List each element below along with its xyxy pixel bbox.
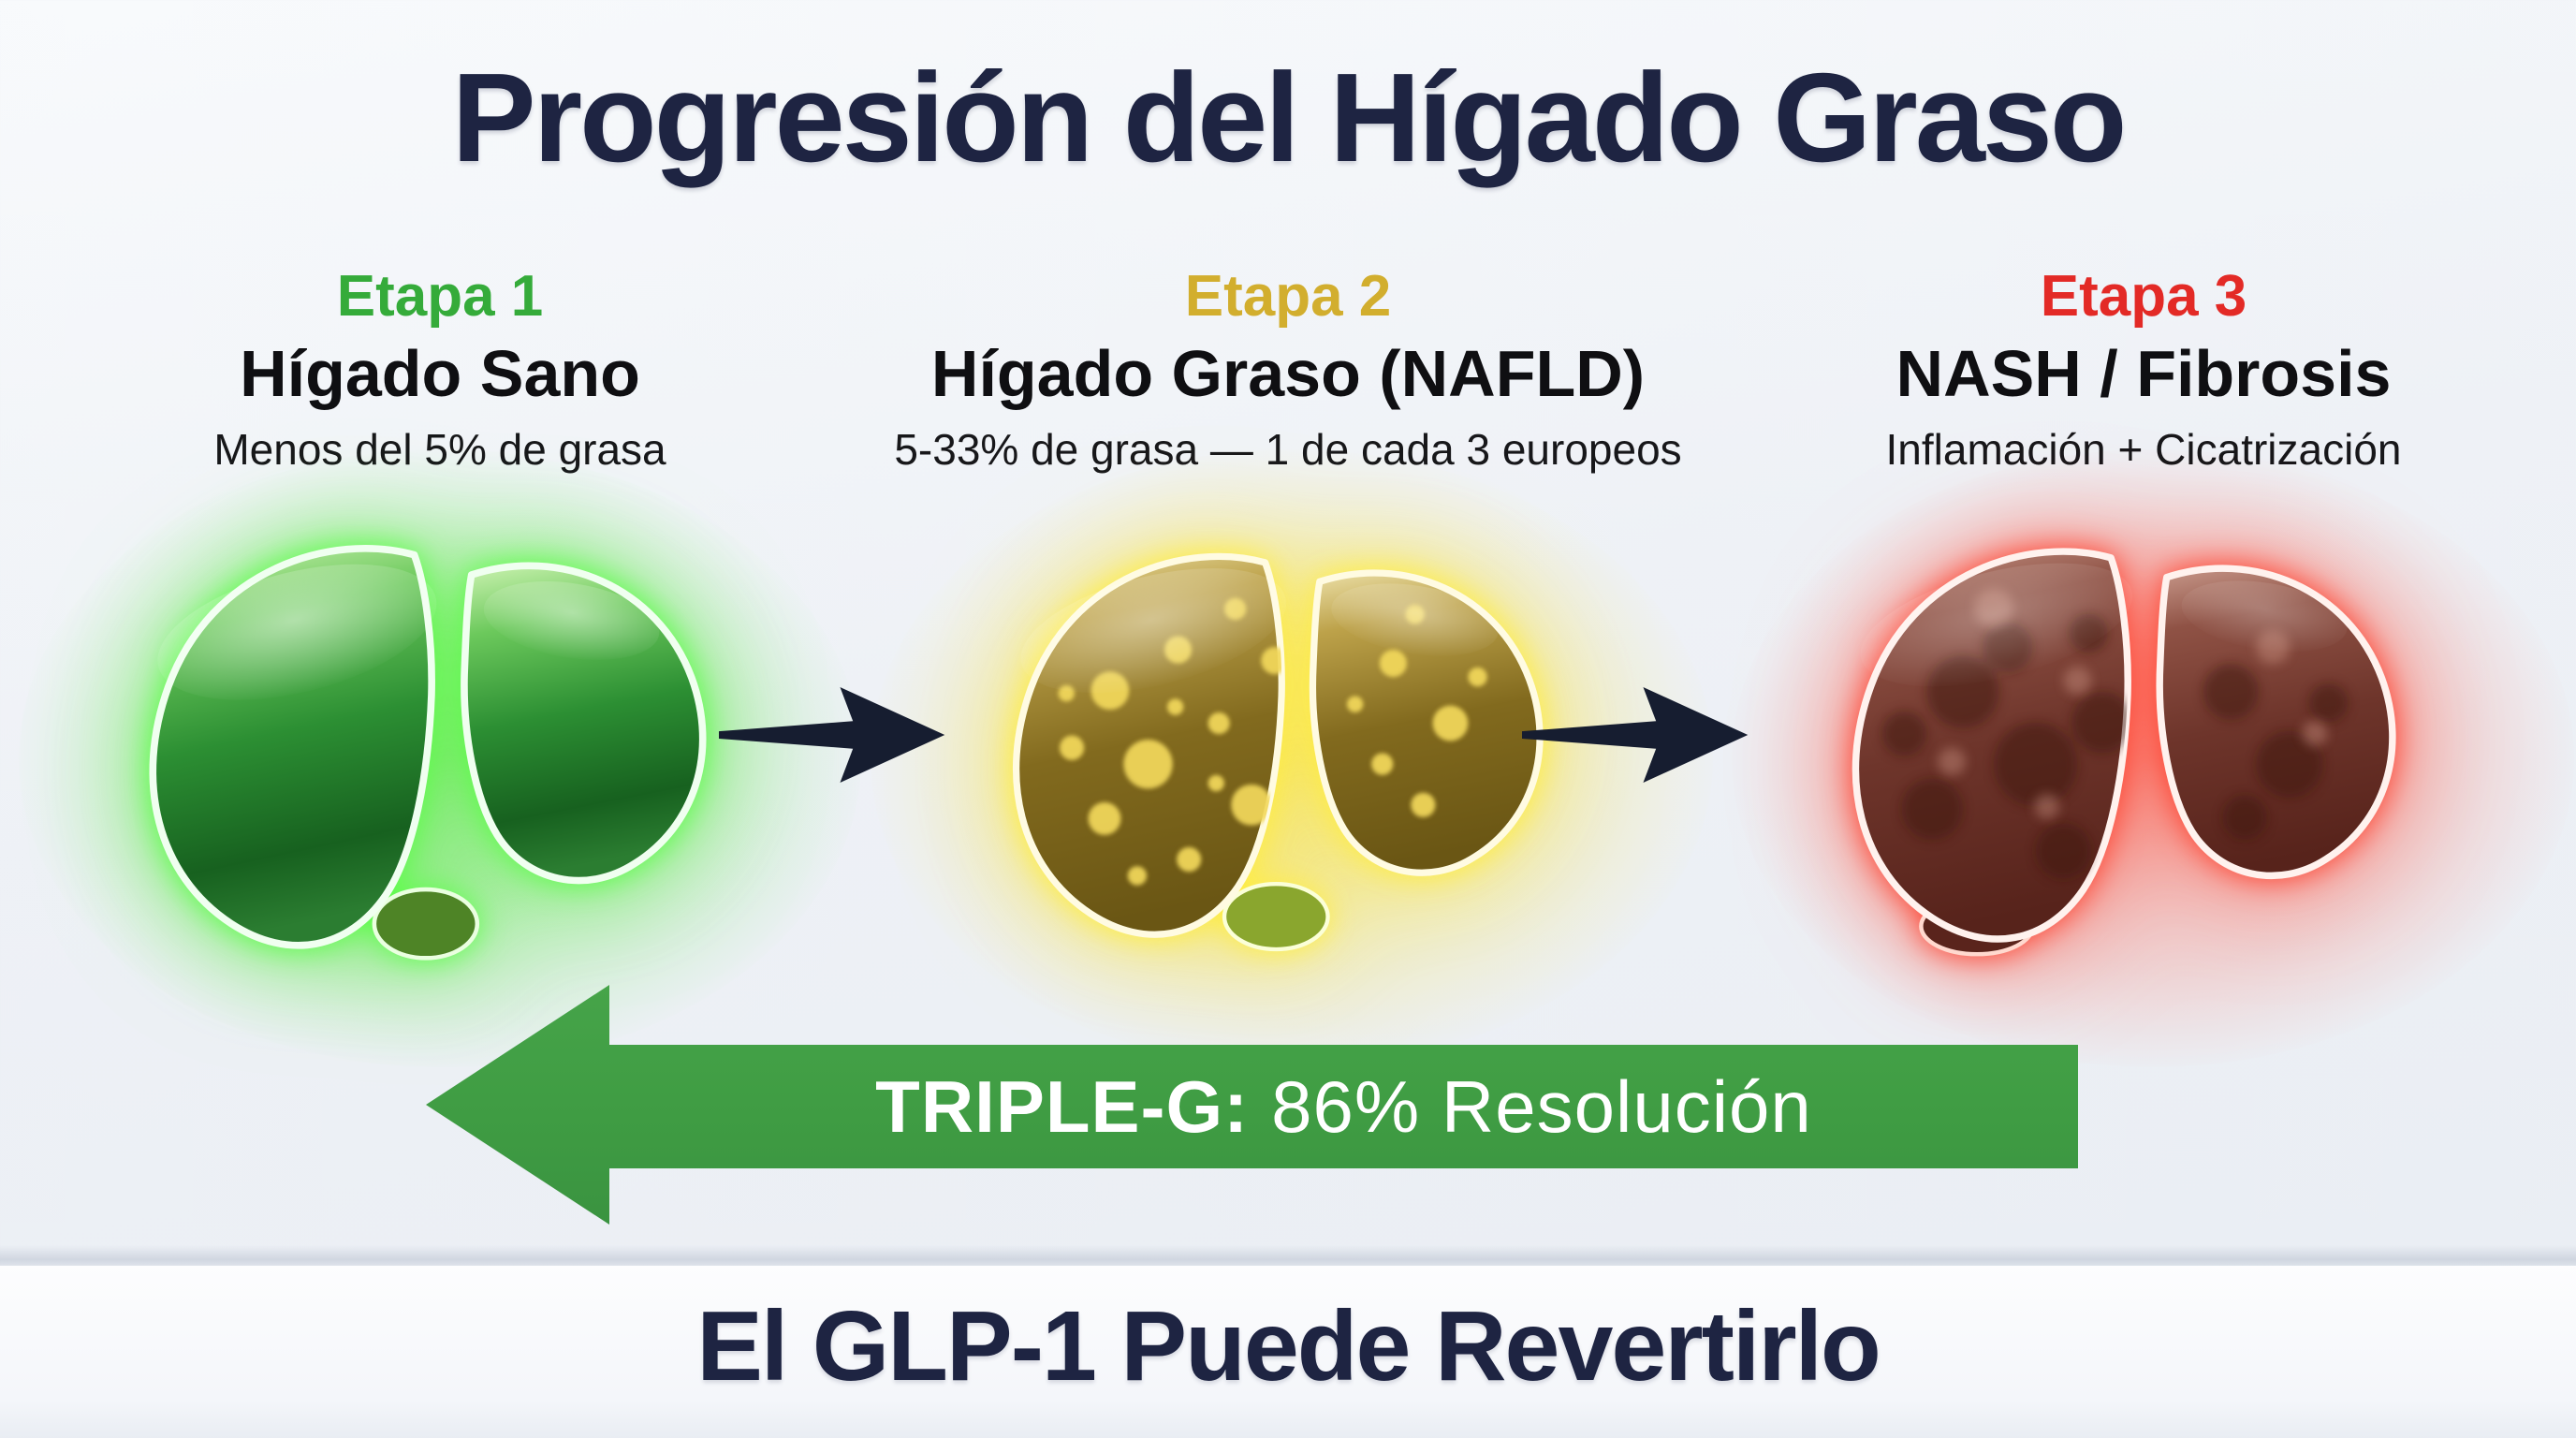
reversal-left-arrow-banner: TRIPLE-G: 86% Resolución xyxy=(426,985,2078,1225)
stage-3-name: NASH / Fibrosis xyxy=(1895,337,2392,411)
gallbladder-bump xyxy=(1222,882,1330,952)
gloss-highlight-small xyxy=(483,580,660,660)
gloss-highlight xyxy=(157,564,437,700)
stage-2-labels: Etapa 2 Hígado Graso (NAFLD) 5-33% de gr… xyxy=(839,266,1737,473)
stage-3-detail: Inflamación + Cicatrización xyxy=(1885,424,2402,474)
stage-1-labels: Etapa 1 Hígado Sano Menos del 5% de gras… xyxy=(0,266,889,473)
stage-1-detail: Menos del 5% de grasa xyxy=(213,424,666,474)
stage-2-detail: 5-33% de grasa — 1 de cada 3 europeos xyxy=(894,424,1682,474)
stage-3-labels: Etapa 3 NASH / Fibrosis Inflamación + Ci… xyxy=(1694,266,2576,473)
gloss-highlight-small xyxy=(1331,583,1499,656)
footer-band xyxy=(0,1266,2576,1438)
stage-2-name: Hígado Graso (NAFLD) xyxy=(930,337,1646,411)
stage-1-etapa-label: Etapa 1 xyxy=(336,264,544,329)
right-arrow-icon xyxy=(719,687,945,784)
banner-drug-label: TRIPLE-G: xyxy=(875,1064,1250,1148)
right-arrow-icon xyxy=(1522,687,1749,784)
healthy-liver-image xyxy=(149,545,707,961)
page-title: Progresión del Hígado Graso xyxy=(451,47,2128,188)
gloss-highlight xyxy=(1860,563,2133,687)
gallbladder-bump xyxy=(372,887,480,961)
stage-2-etapa-label: Etapa 2 xyxy=(1184,264,1392,329)
nash-liver-image xyxy=(1852,548,2396,957)
banner-result-label: 86% Resolución xyxy=(1271,1064,1812,1148)
stage-1-name: Hígado Sano xyxy=(240,337,640,411)
reversal-banner-text: TRIPLE-G: 86% Resolución xyxy=(609,1045,2078,1168)
fatty-liver-image xyxy=(1013,552,1544,952)
gloss-highlight-small xyxy=(2181,580,2348,653)
footer-headline: El GLP-1 Puede Revertirlo xyxy=(696,1291,1881,1401)
stage-3-etapa-label: Etapa 3 xyxy=(2040,264,2247,329)
gloss-highlight xyxy=(1020,568,1287,694)
